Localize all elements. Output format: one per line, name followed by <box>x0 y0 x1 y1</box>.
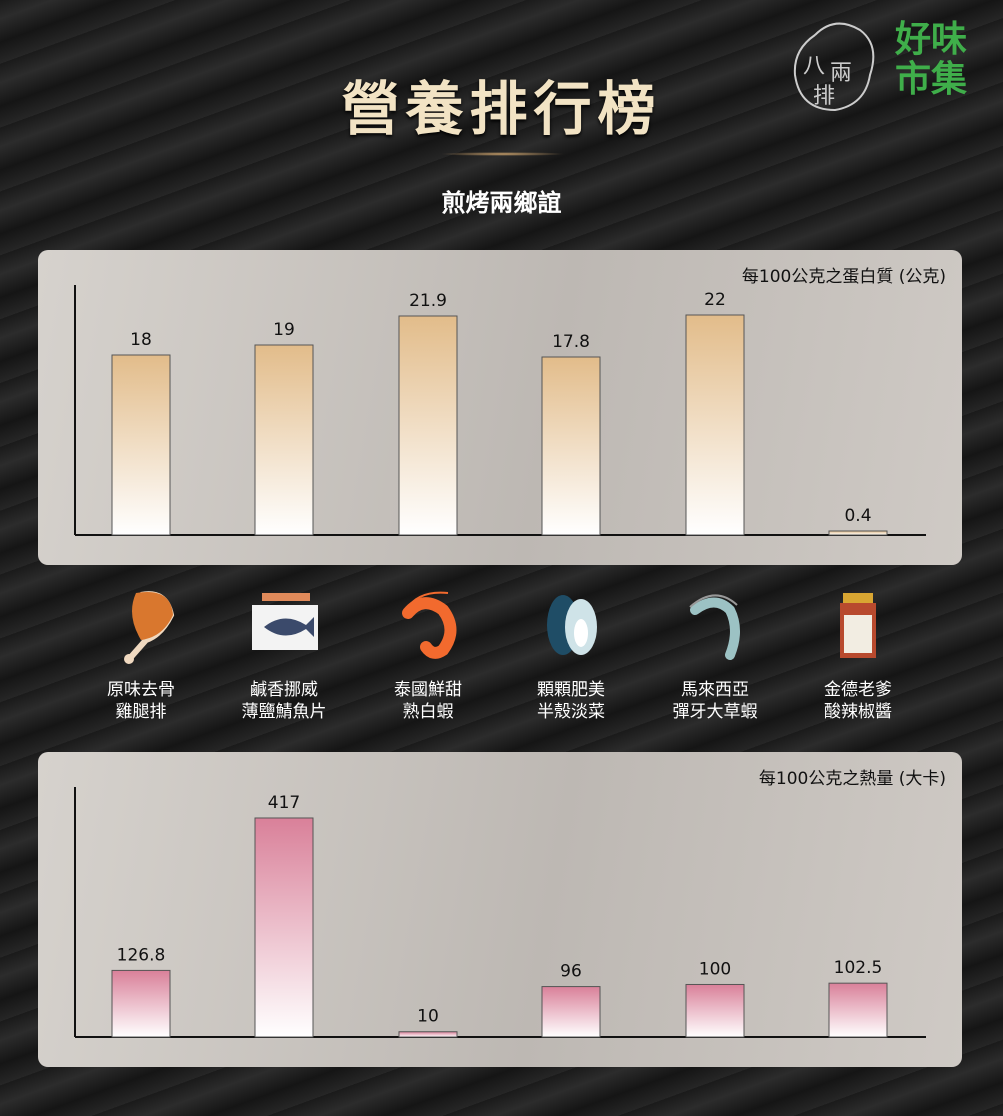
bar <box>254 817 314 1038</box>
protein-chart-panel: 每100公克之蛋白質 (公克) 18 19 21.9 17.8 22 0.4 <box>38 250 962 565</box>
protein-chart-title: 每100公克之蛋白質 (公克) <box>741 267 946 287</box>
mackerel-pack-icon <box>252 593 318 650</box>
orange-shrimp-icon <box>402 591 457 659</box>
data-label: 126.8 <box>117 945 166 965</box>
title-divider <box>440 152 565 156</box>
item-label-line1: 泰國鮮甜 <box>394 680 462 700</box>
data-label: 0.4 <box>844 506 871 526</box>
item-label: 顆顆肥美 半殼淡菜 <box>496 679 646 723</box>
data-label: 102.5 <box>834 958 883 978</box>
data-label: 417 <box>268 793 300 813</box>
bar <box>111 969 171 1038</box>
bar <box>828 530 888 536</box>
item-label-line1: 顆顆肥美 <box>537 680 605 700</box>
data-label: 19 <box>273 320 295 340</box>
svg-text:兩: 兩 <box>830 61 852 86</box>
data-label: 100 <box>699 959 731 979</box>
page-title: 營養排行榜 <box>341 75 662 143</box>
svg-text:排: 排 <box>813 84 835 109</box>
item-label-line1: 鹹香挪威 <box>250 680 318 700</box>
subtitle: 煎烤兩鄉誼 <box>441 189 562 217</box>
data-label: 10 <box>417 1007 439 1027</box>
bar <box>398 315 458 536</box>
data-label: 22 <box>704 290 726 310</box>
data-label: 18 <box>130 330 152 350</box>
item-label: 鹹香挪威 薄鹽鯖魚片 <box>209 679 359 723</box>
bar <box>398 1031 458 1038</box>
bar <box>685 314 745 536</box>
item-label-line1: 金德老爹 <box>824 680 892 700</box>
tiger-prawn-icon <box>689 594 740 660</box>
haowei-market-logo: 好味 市集 <box>895 19 968 100</box>
protein-chart: 18 19 21.9 17.8 22 0.4 <box>74 285 926 536</box>
bar <box>685 983 745 1038</box>
bar <box>541 986 601 1038</box>
bar <box>111 354 171 536</box>
data-label: 21.9 <box>409 291 447 311</box>
svg-text:八: 八 <box>803 54 825 79</box>
item-label-line1: 馬來西亞 <box>681 680 749 700</box>
data-label: 96 <box>560 962 582 982</box>
calorie-chart: 126.8 417 10 96 100 102.5 <box>74 787 926 1038</box>
chili-sauce-jar-icon <box>840 593 876 658</box>
item-label-line2: 半殼淡菜 <box>537 702 605 722</box>
item-label-line2: 雞腿排 <box>115 702 167 722</box>
data-label: 17.8 <box>552 332 590 352</box>
item-label-line1: 原味去骨 <box>107 680 175 700</box>
bar <box>828 982 888 1038</box>
item-label-line2: 熟白蝦 <box>402 702 454 722</box>
bar <box>254 344 314 536</box>
item-label-line2: 彈牙大草蝦 <box>672 702 758 722</box>
item-label: 馬來西亞 彈牙大草蝦 <box>640 679 790 723</box>
chicken-leg-icon <box>124 591 175 664</box>
item-label: 泰國鮮甜 熟白蝦 <box>353 679 503 723</box>
item-label: 原味去骨 雞腿排 <box>66 679 216 723</box>
item-label-line2: 酸辣椒醬 <box>824 702 892 722</box>
mussel-icon <box>547 595 597 655</box>
bar <box>541 356 601 536</box>
calorie-chart-panel: 每100公克之熱量 (大卡) 126.8 417 10 96 100 102.5 <box>38 752 962 1067</box>
calorie-chart-title: 每100公克之熱量 (大卡) <box>758 769 946 789</box>
bajiangpai-logo: 八 兩 排 <box>793 22 875 112</box>
item-label-line2: 薄鹽鯖魚片 <box>241 702 327 722</box>
item-label: 金德老爹 酸辣椒醬 <box>783 679 933 723</box>
